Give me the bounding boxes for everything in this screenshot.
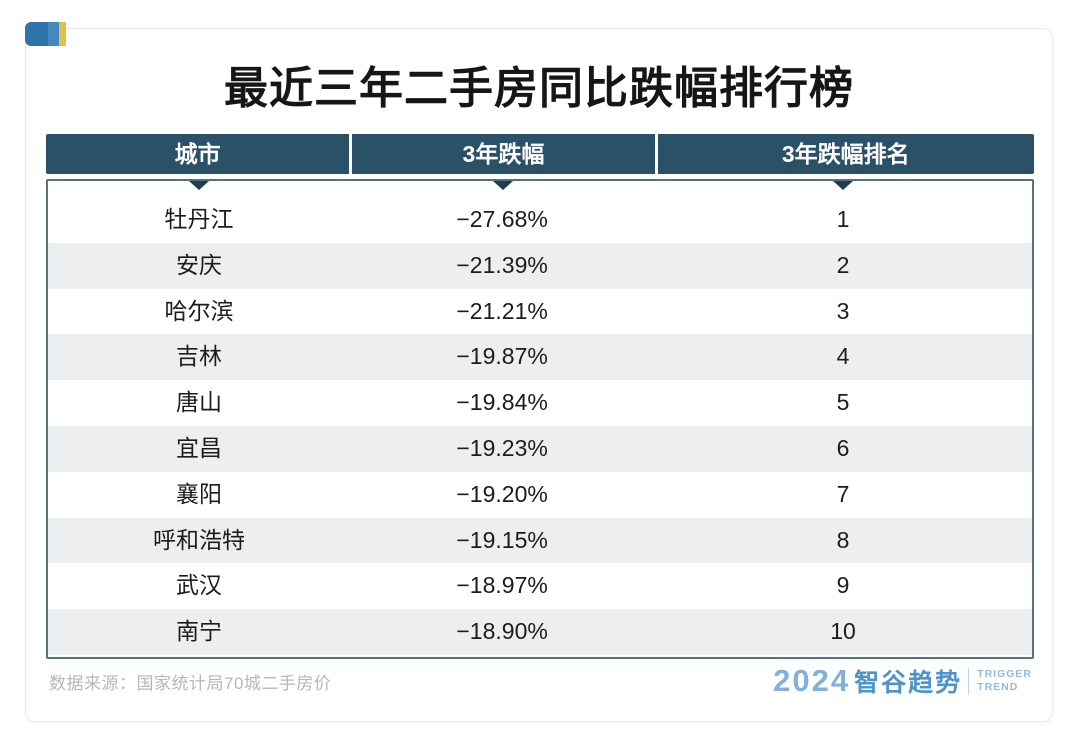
cell-rank: 4 xyxy=(836,343,850,370)
cell-city: 宜昌 xyxy=(176,434,223,461)
column-header-city: 城市 xyxy=(174,141,221,167)
table-row: 牡丹江 −27.68% 1 xyxy=(48,197,1032,243)
table-row: 哈尔滨 −21.21% 3 xyxy=(48,289,1032,335)
cell-city: 呼和浩特 xyxy=(153,526,246,553)
corner-mark-dark-segment xyxy=(25,22,48,46)
cell-city: 安庆 xyxy=(176,251,223,278)
cell-city: 唐山 xyxy=(176,389,223,416)
logo-brand-name: 智谷趋势 xyxy=(854,669,963,697)
cell-drop: −21.39% xyxy=(456,251,548,278)
corner-mark-yellow-segment xyxy=(59,22,66,46)
logo-divider xyxy=(968,667,970,695)
cell-drop: −18.90% xyxy=(456,618,548,645)
infographic-card: 最近三年二手房同比跌幅排行榜 城市 3年跌幅 3年跌幅排名 牡丹江 −27.68… xyxy=(25,22,1053,722)
cell-drop: −19.23% xyxy=(456,434,548,461)
brand-corner-mark-icon xyxy=(25,22,66,46)
footer: 数据来源：国家统计局70城二手房价 2024 智谷趋势 TRIGGER TREN… xyxy=(49,659,1032,703)
logo-year: 2024 xyxy=(773,663,851,698)
cell-rank: 6 xyxy=(836,434,850,461)
cell-drop: −19.15% xyxy=(456,526,548,553)
logo-tagline: TRIGGER TREND xyxy=(977,668,1032,694)
table-row: 南宁 −18.90% 10 xyxy=(48,609,1032,655)
corner-mark-light-segment xyxy=(47,22,60,46)
cell-city: 襄阳 xyxy=(176,480,223,507)
cell-city: 南宁 xyxy=(176,618,223,645)
table-rows: 牡丹江 −27.68% 1 安庆 −21.39% 2 哈尔滨 −21.21% 3… xyxy=(48,197,1032,655)
cell-drop: −27.68% xyxy=(456,206,548,232)
table-row: 武汉 −18.97% 9 xyxy=(48,563,1032,609)
pointer-triangle-icon xyxy=(492,181,513,190)
cell-rank: 5 xyxy=(836,389,850,416)
pointer-triangle-icon xyxy=(189,181,210,190)
cell-drop: −19.87% xyxy=(456,343,548,370)
table-row: 吉林 −19.87% 4 xyxy=(48,334,1032,381)
data-source-note: 数据来源：国家统计局70城二手房价 xyxy=(49,673,332,693)
cell-rank: 7 xyxy=(836,480,850,507)
table-row: 呼和浩特 −19.15% 8 xyxy=(48,517,1032,564)
brand-logo: 2024 智谷趋势 TRIGGER TREND xyxy=(773,663,1032,699)
table-header: 城市 3年跌幅 3年跌幅排名 xyxy=(46,134,1034,174)
cell-city: 吉林 xyxy=(176,343,223,370)
logo-tagline-line1: TRIGGER xyxy=(977,667,1032,680)
cell-drop: −18.97% xyxy=(456,572,548,599)
page-title: 最近三年二手房同比跌幅排行榜 xyxy=(224,64,854,113)
cell-city: 牡丹江 xyxy=(164,206,234,232)
cell-rank: 8 xyxy=(836,526,850,553)
table-row: 襄阳 −19.20% 7 xyxy=(48,472,1032,518)
cell-rank: 2 xyxy=(836,251,850,278)
cell-city: 武汉 xyxy=(176,572,223,599)
column-header-drop: 3年跌幅 xyxy=(349,134,654,174)
cell-drop: −21.21% xyxy=(456,297,548,324)
table-row: 唐山 −19.84% 5 xyxy=(48,380,1032,426)
cell-drop: −19.84% xyxy=(456,389,548,416)
table-body: 牡丹江 −27.68% 1 安庆 −21.39% 2 哈尔滨 −21.21% 3… xyxy=(46,179,1034,659)
column-header-rank: 3年跌幅排名 xyxy=(654,134,1034,174)
cell-rank: 1 xyxy=(836,206,850,232)
pointer-triangle-icon xyxy=(833,181,854,190)
table-row: 安庆 −21.39% 2 xyxy=(48,242,1032,289)
cell-rank: 10 xyxy=(830,618,856,645)
cell-rank: 3 xyxy=(836,297,850,324)
table-row: 宜昌 −19.23% 6 xyxy=(48,425,1032,472)
cell-drop: −19.20% xyxy=(456,480,548,507)
cell-city: 哈尔滨 xyxy=(164,297,234,324)
logo-tagline-line2: TREND xyxy=(977,681,1019,693)
cell-rank: 9 xyxy=(836,572,850,599)
